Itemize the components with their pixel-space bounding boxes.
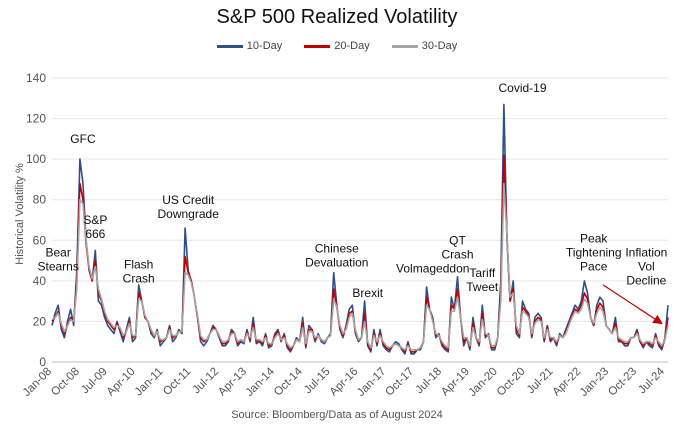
y-tick-label: 0 [39,355,46,369]
y-tick-label: 120 [26,112,46,126]
legend-label-10-day: 10-Day [246,40,283,52]
annotation-label: QT Crash [441,233,473,261]
x-tick-label: Oct-23 [606,366,639,399]
x-tick-label: Apr-22 [551,366,584,399]
annotation-label: Peak Tightening Pace [566,231,622,273]
x-tick-label: Oct-20 [495,366,528,399]
annotation-label: Inflation Vol Decline [625,246,667,288]
annotation-label: Bear Stearns [38,246,79,274]
x-tick-label: Jan-17 [355,366,388,399]
annotation-label: Chinese Devaluation [305,241,368,269]
y-tick-label: 140 [26,71,46,85]
legend-label-20-day: 20-Day [334,40,370,52]
annotation-label: Brexit [352,286,383,300]
x-tick-label: Jan-08 [21,366,54,399]
y-tick-label: 40 [33,274,47,288]
annotation-arrow [602,284,663,325]
annotation-label: GFC [70,132,96,146]
x-tick-label: Apr-16 [328,366,361,399]
x-tick-label: Oct-14 [272,365,305,398]
legend-label-30-day: 30-Day [421,40,458,52]
y-tick-label: 100 [26,152,46,166]
annotation-label: Volmageddon [396,262,469,276]
source-note: Source: Bloomberg/Data as of August 2024 [231,409,443,421]
x-tick-label: Apr-13 [216,366,249,399]
x-tick-label: Oct-08 [49,366,82,399]
annotation-label: S&P 666 [83,213,107,241]
annotation-label: Tariff Tweet [466,266,499,294]
x-tick-label: Jan-14 [244,365,278,399]
legend-item-20-day[interactable]: 20-Day [304,40,370,52]
chart-title: S&P 500 Realized Volatility [216,6,458,28]
series-line-30-day [51,182,669,351]
x-tick-label: Jan-11 [133,366,166,399]
x-tick-label: Oct-11 [161,366,193,398]
annotation-label: Flash Crash [123,258,155,286]
annotation-label: Covid-19 [498,81,546,95]
legend-swatch-30-day [391,44,418,48]
x-tick-label: Jan-20 [467,366,500,399]
x-tick-label: Apr-19 [439,366,472,399]
legend-swatch-20-day [304,44,331,48]
x-tick-label: Jul-24 [636,365,667,396]
x-tick-label: Jan-23 [578,366,611,399]
y-tick-label: 80 [33,193,47,207]
y-tick-label: 60 [33,233,47,247]
legend-item-30-day[interactable]: 30-Day [391,40,458,52]
x-tick-label: Oct-17 [383,366,416,399]
x-tick-label: Apr-10 [105,366,138,399]
chart-legend: 10-Day 20-Day 30-Day [0,40,674,52]
legend-swatch-10-day [216,44,243,48]
annotation-label: US Credit Downgrade [158,193,220,221]
legend-item-10-day[interactable]: 10-Day [216,40,283,52]
y-tick-label: 20 [33,314,47,328]
